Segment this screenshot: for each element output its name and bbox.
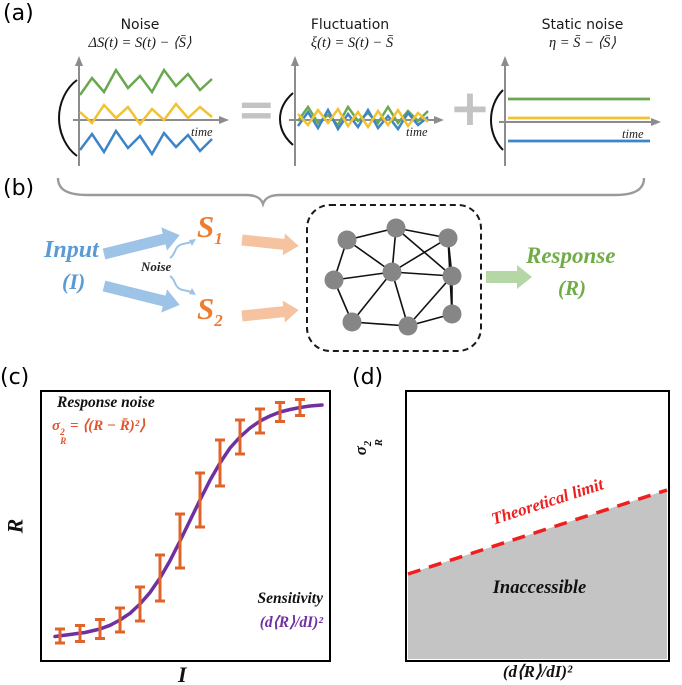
noise-squiggle-up bbox=[169, 239, 196, 259]
noise-plot-axes bbox=[73, 64, 222, 166]
noise-plot-formula: ΔS(t) = S(t) − ⟨S̄⟩ bbox=[88, 35, 192, 51]
panel-c-xlabel: I bbox=[178, 662, 187, 685]
response-symbol: (R) bbox=[558, 276, 586, 300]
sigma-subscript: R bbox=[60, 437, 67, 448]
equals-operator: = bbox=[237, 82, 276, 136]
fluctuation-plot-formula: ξ(t) = S(t) − S̄ bbox=[310, 35, 394, 51]
s1-subscript: 1 bbox=[214, 229, 223, 249]
static-noise-plot-formula: η = S̄ − ⟨S̄⟩ bbox=[548, 35, 617, 51]
s1-base: S bbox=[197, 209, 215, 244]
inaccessible-label: Inaccessible bbox=[492, 578, 587, 598]
fluctuation-plot-axes bbox=[289, 64, 437, 166]
response-noise-title: Response noise bbox=[57, 394, 155, 411]
noise-squiggle-down bbox=[169, 275, 196, 295]
fluctuation-signal-green bbox=[296, 104, 429, 128]
panel-d-label: (d) bbox=[352, 365, 384, 390]
fluctuation-plot-xaxis-arrow bbox=[434, 116, 444, 124]
noise-plot-time-label: time bbox=[191, 125, 213, 139]
panel-b-label: (b) bbox=[3, 176, 35, 201]
response-label: Response bbox=[526, 243, 616, 268]
static-noise-yaxis-arrow bbox=[501, 56, 509, 66]
variance-definition: = ⟨(R − R̄)²⟩ bbox=[70, 418, 146, 434]
noise-signal-green bbox=[78, 67, 213, 96]
sigma-symbol: σ bbox=[52, 418, 61, 434]
panel-a-label: (a) bbox=[3, 1, 34, 26]
d-sigma-superscript: 2 bbox=[363, 440, 375, 447]
noise-distribution-curve bbox=[57, 79, 78, 157]
s2-arrow bbox=[241, 300, 299, 323]
s2-base: S bbox=[197, 291, 215, 326]
input-arrow-bottom bbox=[102, 280, 180, 313]
fluctuation-plot-time-label: time bbox=[406, 125, 428, 139]
static-noise-xaxis-arrow bbox=[651, 118, 661, 126]
noise-plot-title: Noise bbox=[120, 17, 160, 33]
s1-label: S1 bbox=[197, 209, 223, 249]
s2-label: S2 bbox=[197, 291, 223, 331]
input-label: Input bbox=[44, 237, 99, 263]
noise-plot-yaxis-arrow bbox=[75, 56, 83, 66]
input-symbol: (I) bbox=[62, 269, 86, 294]
s1-arrow bbox=[241, 233, 299, 256]
curly-brace bbox=[56, 177, 646, 208]
panel-c-plot-frame bbox=[40, 390, 331, 662]
s2-subscript: 2 bbox=[214, 311, 223, 331]
static-noise-plot-title: Static noise bbox=[541, 17, 624, 33]
d-sigma-subscript: R bbox=[374, 439, 386, 447]
noise-label: Noise bbox=[141, 259, 172, 274]
sensitivity-formula: (d⟨R⟩/dI)² bbox=[259, 614, 323, 631]
static-noise-plot-axes bbox=[499, 64, 654, 166]
static-noise-distribution-curve bbox=[489, 89, 504, 151]
noise-plot-xaxis-arrow bbox=[219, 116, 229, 124]
sigma-superscript: 2 bbox=[60, 427, 65, 438]
fluctuation-plot-title: Fluctuation bbox=[310, 17, 390, 33]
panel-c-ylabel: R bbox=[2, 518, 28, 534]
panel-c-label: (c) bbox=[0, 365, 30, 390]
static-noise-time-label: time bbox=[622, 127, 644, 141]
d-sigma-symbol: σ bbox=[350, 446, 370, 456]
noise-signal-yellow bbox=[79, 102, 213, 127]
sensitivity-title: Sensitivity bbox=[257, 590, 323, 607]
network-box bbox=[306, 204, 482, 352]
fluctuation-plot-yaxis-arrow bbox=[291, 56, 299, 66]
plus-operator: + bbox=[449, 79, 491, 137]
fluctuation-distribution-curve bbox=[278, 92, 294, 146]
panel-d-plot-frame bbox=[405, 390, 670, 662]
panel-d-xlabel: (d⟨R⟩/dI)² bbox=[502, 662, 573, 681]
